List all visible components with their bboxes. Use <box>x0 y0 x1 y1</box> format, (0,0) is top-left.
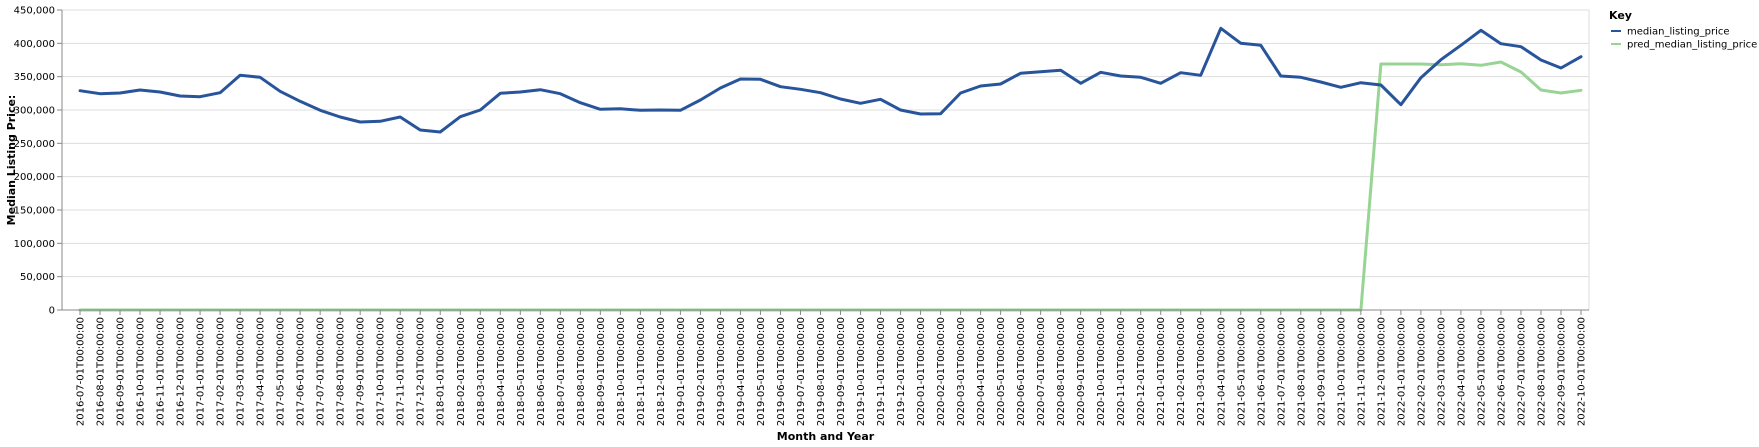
x-tick-label: 2022-07-01T00:00:00 <box>1516 317 1527 426</box>
x-tick-label: 2019-06-01T00:00:00 <box>776 317 787 426</box>
x-tick-label: 2022-05-01T00:00:00 <box>1476 317 1487 426</box>
x-tick-label: 2020-03-01T00:00:00 <box>956 317 967 426</box>
x-tick-label: 2018-09-01T00:00:00 <box>596 317 607 426</box>
y-tick-label: 0 <box>49 306 55 317</box>
x-tick-label: 2017-07-01T00:00:00 <box>316 317 327 426</box>
x-tick-label: 2016-12-01T00:00:00 <box>176 317 187 426</box>
x-tick-label: 2019-12-01T00:00:00 <box>896 317 907 426</box>
x-tick-label: 2019-10-01T00:00:00 <box>856 317 867 426</box>
y-axis-title: Median Listing Price: <box>5 95 18 226</box>
x-tick-label: 2017-02-01T00:00:00 <box>216 317 227 426</box>
x-tick-label: 2019-02-01T00:00:00 <box>696 317 707 426</box>
x-tick-label: 2016-10-01T00:00:00 <box>136 317 147 426</box>
x-tick-label: 2017-04-01T00:00:00 <box>256 317 267 426</box>
y-tick-label: 150,000 <box>14 206 55 217</box>
x-tick-label: 2021-12-01T00:00:00 <box>1376 317 1387 426</box>
x-tick-label: 2022-03-01T00:00:00 <box>1436 317 1447 426</box>
x-tick-label: 2019-01-01T00:00:00 <box>676 317 687 426</box>
x-tick-label: 2021-04-01T00:00:00 <box>1216 317 1227 426</box>
series-line-pred-median-listing-price <box>78 60 1583 312</box>
x-tick-label: 2021-02-01T00:00:00 <box>1176 317 1187 426</box>
x-tick-label: 2018-12-01T00:00:00 <box>656 317 667 426</box>
x-tick-label: 2020-06-01T00:00:00 <box>1016 317 1027 426</box>
x-tick-label: 2017-03-01T00:00:00 <box>236 317 247 426</box>
y-tick-label: 250,000 <box>14 139 55 150</box>
x-tick-label: 2018-04-01T00:00:00 <box>496 317 507 426</box>
y-tick-label: 400,000 <box>14 39 55 50</box>
x-tick-label: 2022-04-01T00:00:00 <box>1456 317 1467 426</box>
y-tick-label: 350,000 <box>14 72 55 83</box>
x-axis-title: Month and Year <box>777 430 875 443</box>
x-tick-label: 2022-02-01T00:00:00 <box>1416 317 1427 426</box>
legend-label: pred_median_listing_price <box>1627 40 1757 51</box>
x-tick-label: 2018-07-01T00:00:00 <box>556 317 567 426</box>
x-tick-label: 2019-09-01T00:00:00 <box>836 317 847 426</box>
x-tick-label: 2020-09-01T00:00:00 <box>1076 317 1087 426</box>
x-tick-label: 2021-07-01T00:00:00 <box>1276 317 1287 426</box>
series-lines <box>78 26 1583 312</box>
x-tick-label: 2016-08-01T00:00:00 <box>96 317 107 426</box>
x-tick-label: 2019-03-01T00:00:00 <box>716 317 727 426</box>
x-tick-label: 2017-11-01T00:00:00 <box>396 317 407 426</box>
x-tick-label: 2021-06-01T00:00:00 <box>1256 317 1267 426</box>
x-tick-label: 2022-09-01T00:00:00 <box>1556 317 1567 426</box>
x-tick-label: 2022-10-01T00:00:00 <box>1577 317 1588 426</box>
x-tick-label: 2016-11-01T00:00:00 <box>156 317 167 426</box>
legend: Key median_listing_price pred_median_list… <box>1609 9 1757 51</box>
x-tick-label: 2017-01-01T00:00:00 <box>196 317 207 426</box>
x-tick-label: 2019-07-01T00:00:00 <box>796 317 807 426</box>
y-tick-label: 200,000 <box>14 172 55 183</box>
x-tick-label: 2020-12-01T00:00:00 <box>1136 317 1147 426</box>
x-tick-label: 2020-08-01T00:00:00 <box>1056 317 1067 426</box>
x-tick-label: 2016-09-01T00:00:00 <box>116 317 127 426</box>
x-tick-label: 2019-04-01T00:00:00 <box>736 317 747 426</box>
x-tick-label: 2020-04-01T00:00:00 <box>976 317 987 426</box>
gridlines <box>62 9 1590 311</box>
x-tick-label: 2017-05-01T00:00:00 <box>276 317 287 426</box>
x-tick-label: 2017-09-01T00:00:00 <box>356 317 367 426</box>
x-tick-label: 2017-10-01T00:00:00 <box>376 317 387 426</box>
x-tick-label: 2019-11-01T00:00:00 <box>876 317 887 426</box>
x-tick-label: 2021-08-01T00:00:00 <box>1296 317 1307 426</box>
x-tick-label: 2022-06-01T00:00:00 <box>1496 317 1507 426</box>
x-tick-label: 2018-06-01T00:00:00 <box>536 317 547 426</box>
x-tick-label: 2018-10-01T00:00:00 <box>616 317 627 426</box>
x-tick-label: 2019-05-01T00:00:00 <box>756 317 767 426</box>
x-tick-label: 2019-08-01T00:00:00 <box>816 317 827 426</box>
x-tick-label: 2020-05-01T00:00:00 <box>996 317 1007 426</box>
x-tick-label: 2017-08-01T00:00:00 <box>336 317 347 426</box>
series-line-median-listing-price <box>78 26 1583 134</box>
y-tick-label: 300,000 <box>14 106 55 117</box>
x-tick-label: 2017-12-01T00:00:00 <box>416 317 427 426</box>
x-tick-label: 2021-10-01T00:00:00 <box>1336 317 1347 426</box>
y-tick-label: 50,000 <box>20 272 55 283</box>
x-tick-label: 2018-02-01T00:00:00 <box>456 317 467 426</box>
y-tick-label: 100,000 <box>14 239 55 250</box>
x-tick-label: 2021-01-01T00:00:00 <box>1156 317 1167 426</box>
x-tick-label: 2021-05-01T00:00:00 <box>1236 317 1247 426</box>
x-tick-label: 2020-07-01T00:00:00 <box>1036 317 1047 426</box>
x-tick-label: 2020-01-01T00:00:00 <box>916 317 927 426</box>
x-tick-label: 2018-08-01T00:00:00 <box>576 317 587 426</box>
x-tick-label: 2020-02-01T00:00:00 <box>936 317 947 426</box>
y-tick-label: 450,000 <box>14 6 55 17</box>
legend-title: Key <box>1609 9 1632 22</box>
axes: 0 50,000 100,000 150,000 200,000 250,000 300,0… <box>14 6 1589 426</box>
x-tick-label: 2018-05-01T00:00:00 <box>516 317 527 426</box>
x-tick-label: 2021-03-01T00:00:00 <box>1196 317 1207 426</box>
x-tick-label: 2017-06-01T00:00:00 <box>296 317 307 426</box>
x-tick-label: 2018-01-01T00:00:00 <box>436 317 447 426</box>
x-tick-label: 2022-01-01T00:00:00 <box>1396 317 1407 426</box>
x-tick-label: 2022-08-01T00:00:00 <box>1536 317 1547 426</box>
x-tick-label: 2018-11-01T00:00:00 <box>636 317 647 426</box>
x-tick-label: 2020-11-01T00:00:00 <box>1116 317 1127 426</box>
x-tick-label: 2016-07-01T00:00:00 <box>76 317 87 426</box>
x-tick-label: 2018-03-01T00:00:00 <box>476 317 487 426</box>
x-tick-label: 2021-09-01T00:00:00 <box>1316 317 1327 426</box>
legend-label: median_listing_price <box>1627 27 1730 38</box>
x-tick-label: 2020-10-01T00:00:00 <box>1096 317 1107 426</box>
x-tick-label: 2021-11-01T00:00:00 <box>1356 317 1367 426</box>
